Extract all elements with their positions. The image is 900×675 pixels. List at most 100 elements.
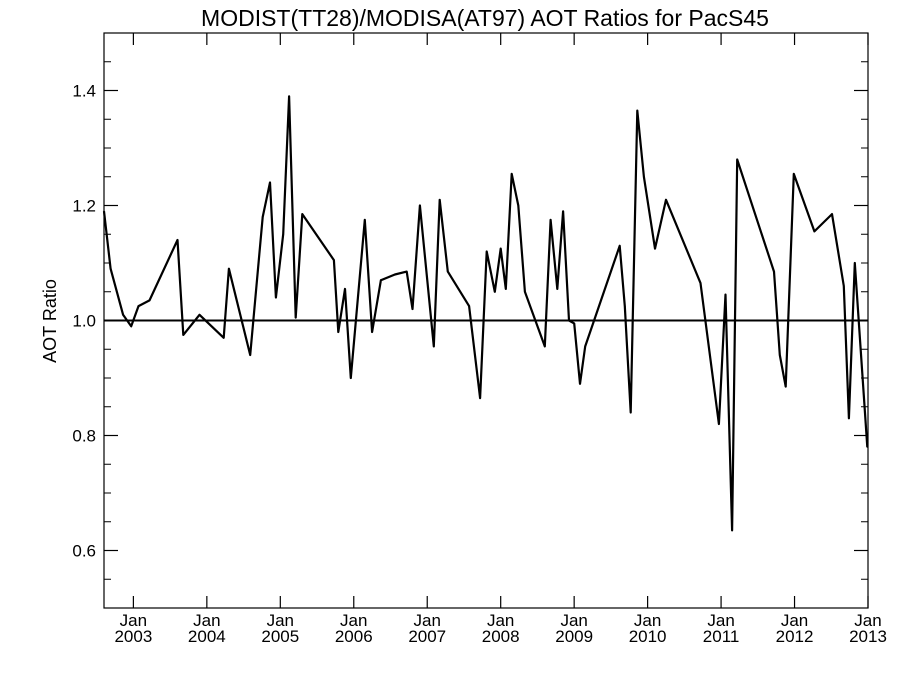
data-point xyxy=(549,219,552,221)
data-point xyxy=(584,345,586,348)
data-point xyxy=(249,354,251,356)
data-point xyxy=(654,247,656,250)
data-point xyxy=(447,270,449,273)
data-point xyxy=(524,290,526,293)
data-point xyxy=(813,230,816,233)
data-point xyxy=(517,204,520,207)
x-tick-month: Jan xyxy=(634,611,661,630)
data-point xyxy=(731,529,733,532)
data-point xyxy=(842,285,845,287)
data-point xyxy=(433,345,435,348)
data-point xyxy=(148,299,151,302)
data-point xyxy=(562,210,564,213)
x-tick-month: Jan xyxy=(267,611,294,630)
data-point xyxy=(438,198,441,201)
data-point xyxy=(848,417,850,420)
data-point xyxy=(130,325,132,328)
x-tick-year: 2009 xyxy=(555,627,593,646)
data-point xyxy=(137,305,140,307)
data-point xyxy=(784,385,787,388)
data-point xyxy=(288,95,290,98)
series-group xyxy=(102,95,869,532)
x-tick-year: 2006 xyxy=(335,627,373,646)
data-point xyxy=(411,308,414,310)
data-point xyxy=(333,259,335,261)
data-point xyxy=(294,316,297,319)
data-point xyxy=(629,411,632,414)
data-point xyxy=(636,109,639,112)
data-point xyxy=(724,293,727,296)
y-axis: 0.6 0.8 1.0 1.2 1.4 xyxy=(72,32,868,609)
x-tick-month: Jan xyxy=(854,611,881,630)
x-tick-year: 2005 xyxy=(261,627,299,646)
x-tick-year: 2004 xyxy=(188,627,226,646)
data-point xyxy=(479,397,481,399)
data-point xyxy=(468,305,470,307)
x-tick-year: 2007 xyxy=(408,627,446,646)
data-point xyxy=(643,175,645,178)
data-point xyxy=(853,262,856,264)
data-point xyxy=(510,173,513,175)
data-point xyxy=(222,336,225,339)
x-tick-month: Jan xyxy=(560,611,587,630)
x-tick-year: 2008 xyxy=(482,627,520,646)
data-point xyxy=(405,270,408,273)
y-tick-label: 1.4 xyxy=(72,82,96,101)
data-point xyxy=(556,288,559,290)
data-point xyxy=(866,446,869,448)
data-point xyxy=(831,213,833,215)
data-point xyxy=(499,247,502,250)
data-point xyxy=(103,210,105,213)
data-point xyxy=(624,305,626,307)
series-line xyxy=(102,95,869,532)
data-point xyxy=(350,377,352,379)
data-point xyxy=(505,288,507,290)
data-point xyxy=(665,198,667,201)
x-tick-month: Jan xyxy=(340,611,367,630)
data-point xyxy=(344,288,346,290)
data-point xyxy=(773,270,775,273)
x-axis: Jan2003Jan2004Jan2005Jan2006Jan2007Jan20… xyxy=(114,33,887,646)
data-point xyxy=(699,282,702,284)
data-point xyxy=(301,213,304,215)
x-tick-year: 2011 xyxy=(703,627,740,646)
data-point xyxy=(269,181,271,184)
data-point xyxy=(718,423,720,425)
x-tick-year: 2010 xyxy=(629,627,667,646)
data-point xyxy=(282,233,285,236)
data-point xyxy=(543,345,546,348)
x-tick-month: Jan xyxy=(193,611,220,630)
data-point xyxy=(779,354,781,356)
x-tick-year: 2013 xyxy=(849,627,887,646)
x-tick-month: Jan xyxy=(487,611,514,630)
data-point xyxy=(419,204,421,207)
data-point xyxy=(261,216,264,218)
data-point xyxy=(618,244,621,247)
y-tick-label: 0.8 xyxy=(72,427,96,446)
x-tick-month: Jan xyxy=(120,611,147,630)
chart-title: MODIST(TT28)/MODISA(AT97) AOT Ratios for… xyxy=(201,5,769,31)
data-point xyxy=(337,331,340,333)
data-point xyxy=(485,250,488,253)
data-point xyxy=(198,313,201,316)
data-point xyxy=(122,313,124,316)
data-point xyxy=(363,219,366,221)
data-point xyxy=(371,331,373,333)
data-point xyxy=(494,290,496,293)
x-tick-year: 2003 xyxy=(114,627,152,646)
data-point xyxy=(736,158,739,161)
y-tick-label: 1.2 xyxy=(72,197,96,216)
data-point xyxy=(573,322,575,325)
data-point xyxy=(275,296,277,299)
y-tick-label: 1.0 xyxy=(72,312,96,331)
data-point xyxy=(568,319,570,322)
data-point xyxy=(579,382,581,385)
x-tick-month: Jan xyxy=(414,611,441,630)
data-point xyxy=(394,273,396,276)
y-tick-label: 0.6 xyxy=(72,542,96,561)
x-tick-month: Jan xyxy=(781,611,808,630)
data-point xyxy=(176,239,179,241)
data-point xyxy=(228,267,230,270)
x-tick-month: Jan xyxy=(707,611,734,630)
